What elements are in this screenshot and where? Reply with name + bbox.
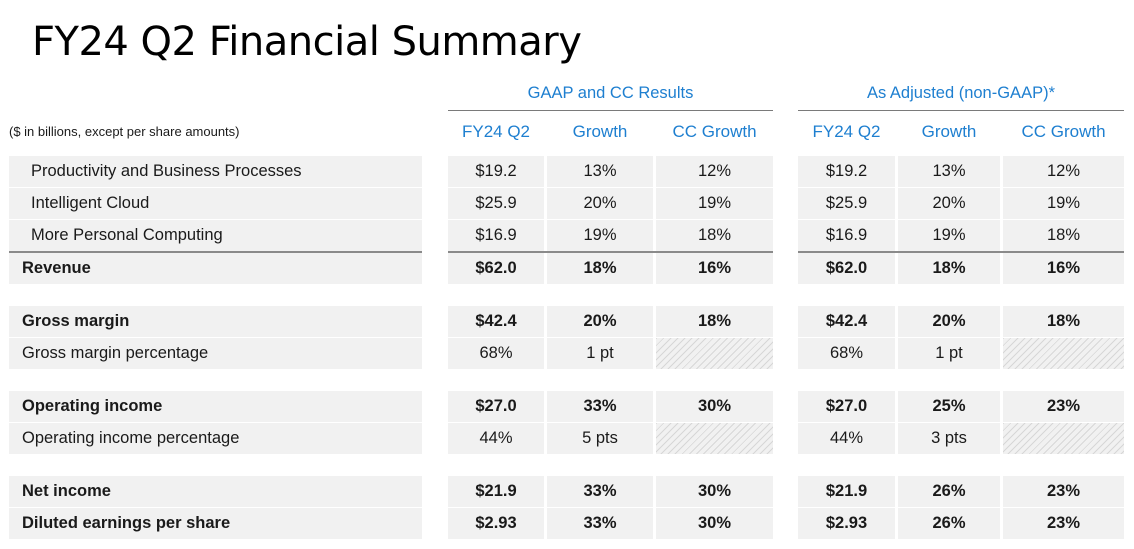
table-cell-more-personal-computing-adj-growth: 19% (898, 220, 1000, 251)
table-cell-diluted-eps-fy24-q2: $2.93 (448, 508, 544, 539)
table-cell-gross-margin-fy24-q2: $42.4 (448, 306, 544, 337)
table-cell-net-income-adj-cc-growth: 23% (1003, 476, 1124, 507)
table-cell-revenue-adj-growth: 18% (898, 253, 1000, 284)
table-cell-diluted-eps-adj-growth: 26% (898, 508, 1000, 539)
table-cell-diluted-eps-growth: 33% (547, 508, 653, 539)
table-cell-operating-income-pct-growth: 5 pts (547, 423, 653, 454)
row-label-productivity: Productivity and Business Processes (9, 156, 422, 187)
table-cell-more-personal-computing-growth: 19% (547, 220, 653, 251)
table-cell-net-income-adj-fy24-q2: $21.9 (798, 476, 895, 507)
table-cell-intelligent-cloud-growth: 20% (547, 188, 653, 219)
table-cell-productivity-adj-fy24-q2: $19.2 (798, 156, 895, 187)
table-cell-net-income-cc-growth: 30% (656, 476, 773, 507)
table-cell-revenue-cc-growth: 16% (656, 253, 773, 284)
row-label-gross-margin-pct: Gross margin percentage (9, 338, 422, 369)
table-cell-more-personal-computing-cc-growth: 18% (656, 220, 773, 251)
table-cell-productivity-adj-cc-growth: 12% (1003, 156, 1124, 187)
row-label-net-income: Net income (9, 476, 422, 507)
table-cell-productivity-fy24-q2: $19.2 (448, 156, 544, 187)
row-label-gross-margin: Gross margin (9, 306, 422, 337)
group-header-gaap: GAAP and CC Results (448, 82, 773, 111)
column-header-adj-fy24-q2: FY24 Q2 (812, 122, 881, 141)
row-label-intelligent-cloud: Intelligent Cloud (9, 188, 422, 219)
not-applicable-cell (656, 338, 773, 369)
table-cell-productivity-growth: 13% (547, 156, 653, 187)
column-header-fy24-q2: FY24 Q2 (461, 122, 531, 141)
table-cell-operating-income-adj-growth: 25% (898, 391, 1000, 422)
revenue-divider (798, 251, 1124, 253)
table-cell-revenue-adj-cc-growth: 16% (1003, 253, 1124, 284)
table-cell-more-personal-computing-fy24-q2: $16.9 (448, 220, 544, 251)
column-header-adj-growth: Growth (921, 122, 977, 141)
table-cell-gross-margin-adj-cc-growth: 18% (1003, 306, 1124, 337)
column-header-growth: Growth (572, 122, 628, 141)
table-cell-net-income-fy24-q2: $21.9 (448, 476, 544, 507)
not-applicable-cell (1003, 338, 1124, 369)
row-label-diluted-eps: Diluted earnings per share (9, 508, 422, 539)
table-cell-diluted-eps-adj-fy24-q2: $2.93 (798, 508, 895, 539)
table-cell-operating-income-fy24-q2: $27.0 (448, 391, 544, 422)
table-cell-intelligent-cloud-adj-growth: 20% (898, 188, 1000, 219)
table-cell-operating-income-adj-fy24-q2: $27.0 (798, 391, 895, 422)
row-label-more-personal-computing: More Personal Computing (9, 220, 422, 251)
table-cell-revenue-fy24-q2: $62.0 (448, 253, 544, 284)
table-cell-gross-margin-cc-growth: 18% (656, 306, 773, 337)
table-cell-gross-margin-pct-fy24-q2: 68% (448, 338, 544, 369)
table-cell-net-income-growth: 33% (547, 476, 653, 507)
column-header-adj-cc-growth: CC Growth (1021, 122, 1106, 141)
page-title: FY24 Q2 Financial Summary (32, 19, 582, 65)
table-cell-intelligent-cloud-fy24-q2: $25.9 (448, 188, 544, 219)
table-cell-gross-margin-adj-growth: 20% (898, 306, 1000, 337)
group-header-adjusted: As Adjusted (non-GAAP)* (798, 82, 1124, 111)
units-note: ($ in billions, except per share amounts… (9, 124, 240, 139)
table-cell-operating-income-growth: 33% (547, 391, 653, 422)
table-cell-operating-income-pct-adj-fy24-q2: 44% (798, 423, 895, 454)
column-header-cc-growth: CC Growth (672, 122, 757, 141)
table-cell-gross-margin-pct-adj-fy24-q2: 68% (798, 338, 895, 369)
table-cell-revenue-growth: 18% (547, 253, 653, 284)
table-cell-diluted-eps-adj-cc-growth: 23% (1003, 508, 1124, 539)
table-cell-operating-income-pct-adj-growth: 3 pts (898, 423, 1000, 454)
row-label-operating-income-pct: Operating income percentage (9, 423, 422, 454)
not-applicable-cell (656, 423, 773, 454)
table-cell-more-personal-computing-adj-fy24-q2: $16.9 (798, 220, 895, 251)
table-cell-operating-income-adj-cc-growth: 23% (1003, 391, 1124, 422)
table-cell-gross-margin-pct-growth: 1 pt (547, 338, 653, 369)
table-cell-intelligent-cloud-cc-growth: 19% (656, 188, 773, 219)
row-label-operating-income: Operating income (9, 391, 422, 422)
table-cell-intelligent-cloud-adj-fy24-q2: $25.9 (798, 188, 895, 219)
row-label-revenue: Revenue (9, 253, 422, 284)
table-cell-operating-income-pct-fy24-q2: 44% (448, 423, 544, 454)
table-cell-gross-margin-growth: 20% (547, 306, 653, 337)
table-cell-gross-margin-pct-adj-growth: 1 pt (898, 338, 1000, 369)
table-cell-gross-margin-adj-fy24-q2: $42.4 (798, 306, 895, 337)
table-cell-operating-income-cc-growth: 30% (656, 391, 773, 422)
table-cell-productivity-adj-growth: 13% (898, 156, 1000, 187)
table-cell-diluted-eps-cc-growth: 30% (656, 508, 773, 539)
revenue-divider (448, 251, 773, 253)
table-cell-productivity-cc-growth: 12% (656, 156, 773, 187)
table-cell-revenue-adj-fy24-q2: $62.0 (798, 253, 895, 284)
not-applicable-cell (1003, 423, 1124, 454)
table-cell-intelligent-cloud-adj-cc-growth: 19% (1003, 188, 1124, 219)
table-cell-more-personal-computing-adj-cc-growth: 18% (1003, 220, 1124, 251)
table-cell-net-income-adj-growth: 26% (898, 476, 1000, 507)
revenue-divider (9, 251, 422, 253)
